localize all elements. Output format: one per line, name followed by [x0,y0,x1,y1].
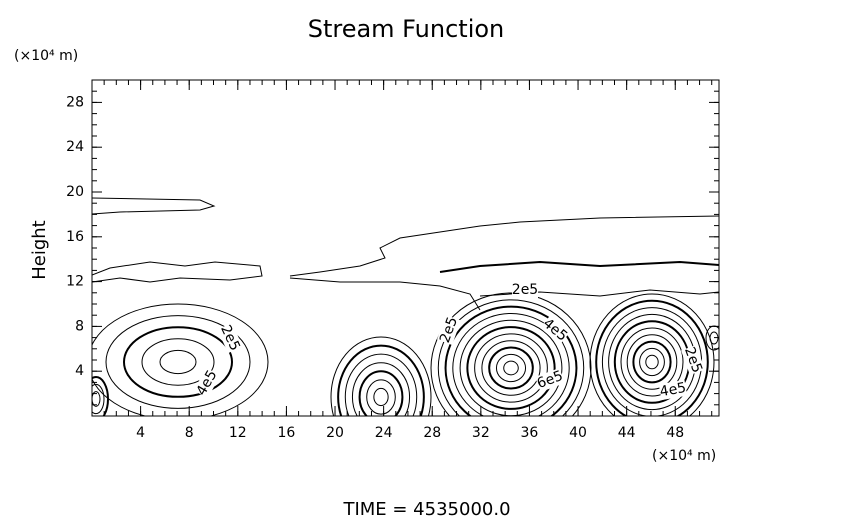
contour-line [466,326,556,410]
contour-line [373,387,389,407]
contour-label: 2e5 [512,282,538,298]
y-tick-label: 24 [66,139,84,155]
x-tick-label: 12 [229,425,247,441]
contour-line [459,319,563,416]
contour-line [330,336,432,416]
y-label: Height [29,220,50,280]
contour-line [452,312,570,416]
contour-line [105,315,251,409]
contour-label: 2e5 [437,315,461,345]
contour-line [141,338,215,386]
contour-line [358,370,404,416]
contour-line [620,327,684,397]
x-label: (×10⁴ m) [652,448,716,464]
contour-line [481,340,541,396]
x-tick-label: 28 [423,425,441,441]
x-tick-label: 44 [618,425,636,441]
contour-line [123,326,233,398]
x-tick-label: 16 [278,425,296,441]
x-tick-label: 4 [136,425,145,441]
label-bg [193,367,221,399]
x-tick-label: 32 [472,425,490,441]
contour-line [289,215,719,277]
contour-line [639,347,665,377]
contour-label: 2e5 [217,323,243,354]
y-unit: (×10⁴ m) [14,48,78,64]
label-bg [539,315,571,345]
contour-layer [92,197,719,416]
contour-line [344,353,418,416]
contour-line [626,334,678,390]
contour-label: 2e5 [681,345,705,375]
x-tick-label: 48 [666,425,684,441]
contour-line [92,197,216,215]
contour-line [159,349,197,375]
contour-line [495,353,527,383]
contour-label: 4e5 [659,380,688,400]
contour-line [589,293,715,416]
x-tick-label: 20 [326,425,344,441]
contour-line [632,340,672,384]
contour-line [289,277,481,311]
contour-line [351,362,411,416]
chart-title: Stream Function [308,15,505,43]
contour-line [488,346,534,390]
contour-line [92,261,263,283]
y-tick-label: 8 [75,318,84,334]
contour-line [645,354,659,370]
label-bg [681,345,705,375]
contour-line [437,299,585,416]
x-tick-label: 8 [185,425,194,441]
label-bg [437,315,461,345]
contour-label: 4e5 [193,368,220,399]
label-bg [217,322,243,354]
x-tick-label: 40 [569,425,587,441]
contour-line [92,391,101,407]
contour-line [92,383,105,415]
y-tick-label: 20 [66,184,84,200]
contour-line [444,305,578,416]
contour-line [92,303,269,416]
footer: TIME = 4535000.0 [342,499,510,519]
contour-line [595,299,709,416]
label-bg [512,282,538,298]
contour-line [92,376,109,416]
label-bg [535,368,565,392]
x-tick-label: 24 [375,425,393,441]
contour-line [366,379,396,415]
y-tick-label: 16 [66,229,84,245]
contour-line [503,360,519,376]
contour-line [474,333,548,403]
x-tick-label: 36 [521,425,539,441]
contour-line [430,292,592,416]
y-tick-label: 12 [66,274,84,290]
label-bg [658,379,688,401]
y-tick-label: 4 [75,363,84,379]
y-tick-label: 28 [66,94,84,110]
contour-line [439,260,719,273]
contour-line [337,344,425,416]
